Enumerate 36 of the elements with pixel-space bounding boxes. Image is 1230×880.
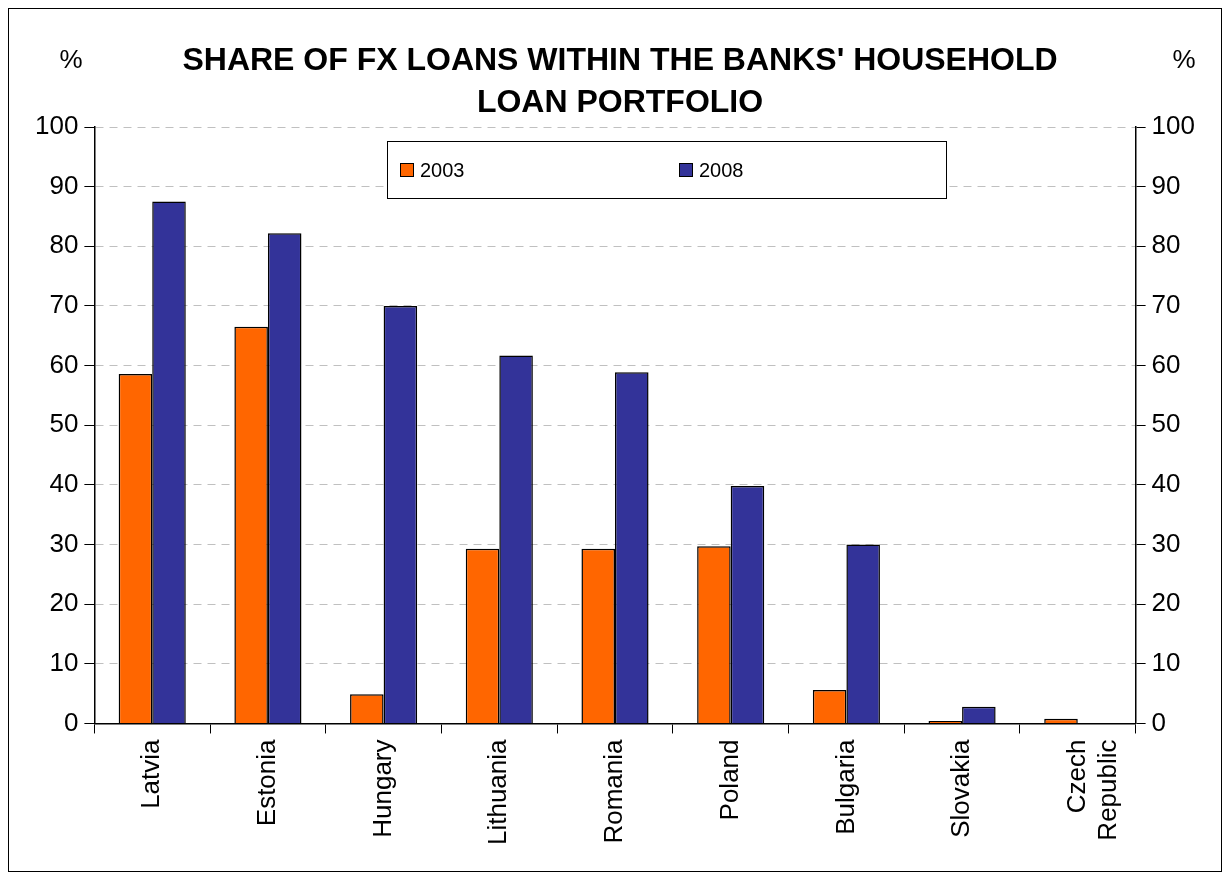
y-tick-label: 0	[63, 706, 79, 737]
y2-tick-label: 100	[1151, 110, 1196, 141]
x-tick-label: Bulgaria	[829, 738, 860, 835]
y2-tick-label: 10	[1151, 646, 1181, 677]
y2-tick-label: 0	[1151, 706, 1167, 737]
y-axis-title: %	[59, 44, 83, 75]
y2-axis-title: %	[1172, 44, 1196, 75]
y2-tick-label: 90	[1151, 169, 1181, 200]
y2-tick-label: 20	[1151, 587, 1181, 618]
y-tick-label: 100	[34, 110, 79, 141]
y-tick-label: 80	[49, 229, 79, 260]
legend-label: 2008	[699, 158, 744, 182]
x-tick-label: Romania	[598, 738, 629, 844]
x-tick-label: Czech Republic	[1060, 739, 1123, 841]
y-tick-label: 60	[49, 348, 79, 379]
y-tick-label: 10	[49, 646, 79, 677]
y2-tick-label: 50	[1151, 408, 1181, 439]
y2-tick-label: 70	[1151, 289, 1181, 320]
y-tick-label: 90	[49, 169, 79, 200]
x-tick-label: Poland	[713, 739, 744, 821]
y2-tick-label: 40	[1151, 468, 1181, 499]
y-tick-label: 40	[49, 468, 79, 499]
x-tick-label: Lithuania	[482, 738, 513, 846]
legend-label: 2003	[420, 158, 465, 182]
y-tick-label: 50	[49, 408, 79, 439]
x-tick-label: Estonia	[251, 738, 282, 827]
x-tick-label: Latvia	[135, 738, 166, 809]
y2-tick-label: 30	[1151, 527, 1181, 558]
x-tick-label: Slovakia	[945, 738, 976, 838]
y-tick-label: 70	[49, 289, 79, 320]
y2-tick-label: 80	[1151, 229, 1181, 260]
y-tick-label: 20	[49, 587, 79, 618]
chart-title: SHARE OF FX LOANS WITHIN THE BANKS' HOUSEHOLD LOAN PORTFOLIO	[182, 40, 1058, 119]
y2-tick-label: 60	[1151, 348, 1181, 379]
y-tick-label: 30	[49, 527, 79, 558]
x-tick-label: Hungary	[366, 739, 397, 838]
